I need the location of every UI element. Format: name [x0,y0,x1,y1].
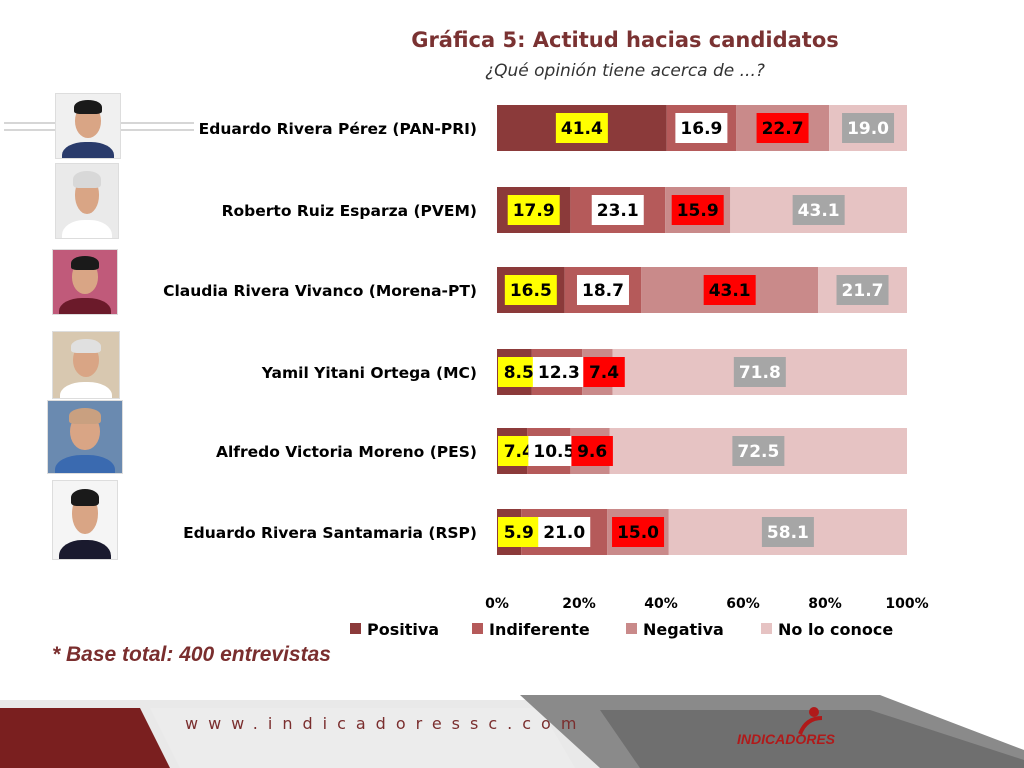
data-label: 7.4 [504,442,534,462]
footer-bands [0,695,1024,768]
legend-label: Positiva [367,620,439,639]
data-label-box [583,357,625,387]
data-label-box [733,357,786,387]
footer-url[interactable]: www.indicadoressc.com [185,714,587,733]
legend-swatch [626,623,637,634]
category-label: Eduardo Rivera Pérez (PAN-PRI) [199,120,477,138]
data-label: 8.5 [504,363,534,383]
data-label: 41.4 [561,119,603,139]
data-label-box [498,517,540,547]
data-label-box [507,195,560,225]
data-label-box [756,113,809,143]
category-label: Roberto Ruiz Esparza (PVEM) [222,202,477,220]
data-label-box [732,436,785,466]
data-label: 21.7 [842,281,884,301]
legend-swatch [350,623,361,634]
data-label-box [571,436,613,466]
legend-label: Negativa [643,620,724,639]
x-tick-label: 60% [726,596,760,612]
candidate-photo [52,249,118,315]
candidate-photo [55,93,121,159]
data-label-box [842,113,895,143]
data-label-box [555,113,608,143]
data-label: 21.0 [543,523,585,543]
data-label-box [703,275,756,305]
data-label: 19.0 [847,119,889,139]
x-tick-label: 40% [644,596,678,612]
chart-title: Gráfica 5: Actitud hacias candidatos [411,28,839,52]
data-label: 9.6 [577,442,607,462]
data-label-box [761,517,814,547]
data-label-box [498,357,540,387]
candidate-photo [55,163,119,239]
indicadores-logo-text: INDICADORES [737,731,836,747]
data-label: 10.5 [533,442,575,462]
category-label: Yamil Yitani Ortega (MC) [261,364,477,382]
data-label: 17.9 [513,201,555,221]
data-label: 12.3 [538,363,580,383]
legend-label: No lo conoce [778,620,893,639]
data-label: 16.9 [680,119,722,139]
legend-label: Indiferente [489,620,590,639]
data-label-box [576,275,629,305]
candidate-photo [52,331,120,399]
x-tick-label: 80% [808,596,842,612]
data-label-box [532,357,585,387]
candidate-photo [52,480,118,560]
data-label: 7.4 [589,363,619,383]
footer [0,690,1024,768]
data-label-box [538,517,591,547]
x-tick-label: 20% [562,596,596,612]
data-label-box [612,517,665,547]
base-note: * Base total: 400 entrevistas [52,643,331,666]
data-label: 23.1 [597,201,639,221]
data-label: 15.9 [677,201,719,221]
data-label-box [591,195,644,225]
data-label: 72.5 [737,442,779,462]
data-label-box [504,275,557,305]
chart-subtitle: ¿Qué opinión tiene acerca de ...? [485,61,765,81]
data-label: 43.1 [798,201,840,221]
indicadores-logo-icon [798,707,823,735]
stacked-bar-chart: Eduardo Rivera Pérez (PAN-PRI) 41.4 16.9 22… [163,105,929,639]
data-label: 16.5 [510,281,552,301]
x-tick-label: 100% [885,596,928,612]
data-label-box [675,113,728,143]
data-label: 58.1 [767,523,809,543]
category-label: Eduardo Rivera Santamaria (RSP) [183,524,477,542]
category-label: Alfredo Victoria Moreno (PES) [216,443,477,461]
data-label-box [671,195,724,225]
data-label: 22.7 [762,119,804,139]
legend-swatch [761,623,772,634]
data-label: 15.0 [617,523,659,543]
data-label-box [792,195,845,225]
category-label: Claudia Rivera Vivanco (Morena-PT) [163,282,477,300]
data-label: 43.1 [709,281,751,301]
data-label: 18.7 [582,281,624,301]
x-tick-label: 0% [485,596,509,612]
data-label-box [836,275,889,305]
legend-swatch [472,623,483,634]
candidate-photo [47,400,123,474]
data-label: 71.8 [739,363,781,383]
data-label: 5.9 [504,523,534,543]
